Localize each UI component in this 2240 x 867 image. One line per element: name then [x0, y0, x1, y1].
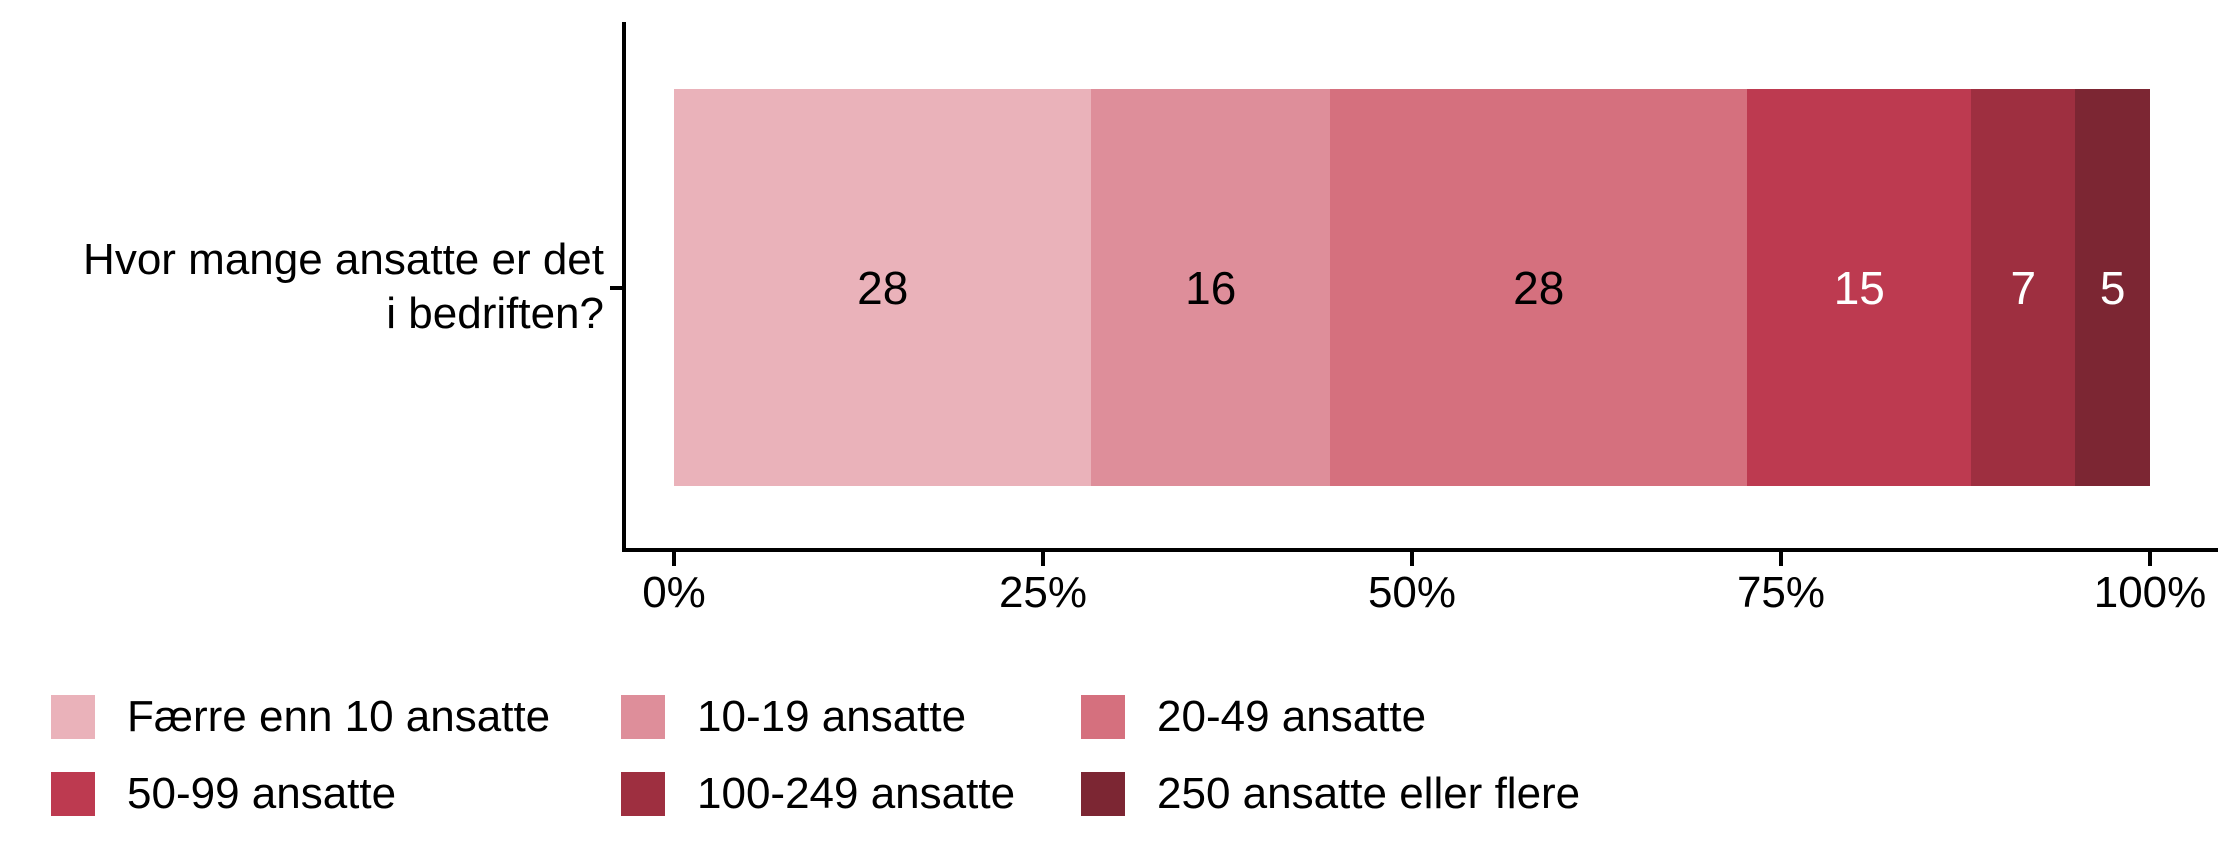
x-axis-tick	[1779, 552, 1783, 566]
x-axis-tick-label: 25%	[998, 568, 1088, 617]
bar-segment-value: 15	[1833, 261, 1885, 314]
legend-item-1: Færre enn 10 ansatte	[51, 692, 551, 741]
bar-segment-value: 16	[1185, 261, 1237, 314]
legend-item-2: 10-19 ansatte	[621, 692, 967, 741]
bar-stack: 28 16 28 15 7 5	[674, 89, 2150, 486]
bar-segment-1: 28	[674, 89, 1092, 486]
x-axis-tick	[2148, 552, 2152, 566]
legend-swatch	[51, 695, 95, 739]
legend-swatch	[1081, 772, 1125, 816]
bar-segment-5: 7	[1971, 89, 2076, 486]
legend-swatch	[1081, 695, 1125, 739]
legend-item-6: 250 ansatte eller flere	[1081, 769, 1581, 818]
bar-segment-2: 16	[1091, 89, 1330, 486]
y-axis-line	[622, 22, 626, 552]
legend-swatch	[621, 772, 665, 816]
legend-item-5: 100-249 ansatte	[621, 769, 1016, 818]
legend-swatch	[621, 695, 665, 739]
legend-label: 250 ansatte eller flere	[1157, 769, 1581, 818]
y-axis-category-label: Hvor mange ansatte er det i bedriften?	[83, 233, 604, 341]
legend-item-4: 50-99 ansatte	[51, 769, 397, 818]
y-axis-tick	[610, 286, 622, 290]
bar-segment-value: 5	[2099, 261, 2126, 314]
legend-label: 50-99 ansatte	[127, 769, 397, 818]
bar-segment-value: 28	[1513, 261, 1565, 314]
bar-segment-4: 15	[1747, 89, 1972, 486]
x-axis-tick	[672, 552, 676, 566]
bar-segment-value: 28	[857, 261, 909, 314]
x-axis-tick-label: 75%	[1736, 568, 1826, 617]
bar-segment-value: 7	[2010, 261, 2037, 314]
x-axis-line	[622, 548, 2218, 552]
legend-item-3: 20-49 ansatte	[1081, 692, 1427, 741]
legend-label: Færre enn 10 ansatte	[127, 692, 551, 741]
bar-segment-6: 5	[2075, 89, 2150, 486]
y-axis-category-label-line2: i bedriften?	[386, 289, 604, 338]
x-axis-tick	[1041, 552, 1045, 566]
legend-swatch	[51, 772, 95, 816]
x-axis-tick-label: 0%	[642, 568, 706, 617]
legend-label: 20-49 ansatte	[1157, 692, 1427, 741]
x-axis-tick-label: 50%	[1367, 568, 1457, 617]
legend-label: 100-249 ansatte	[697, 769, 1016, 818]
legend-label: 10-19 ansatte	[697, 692, 967, 741]
x-axis-tick-label: 100%	[2093, 568, 2207, 617]
x-axis-tick	[1410, 552, 1414, 566]
y-axis-category-label-line1: Hvor mange ansatte er det	[83, 235, 604, 284]
bar-segment-3: 28	[1330, 89, 1748, 486]
